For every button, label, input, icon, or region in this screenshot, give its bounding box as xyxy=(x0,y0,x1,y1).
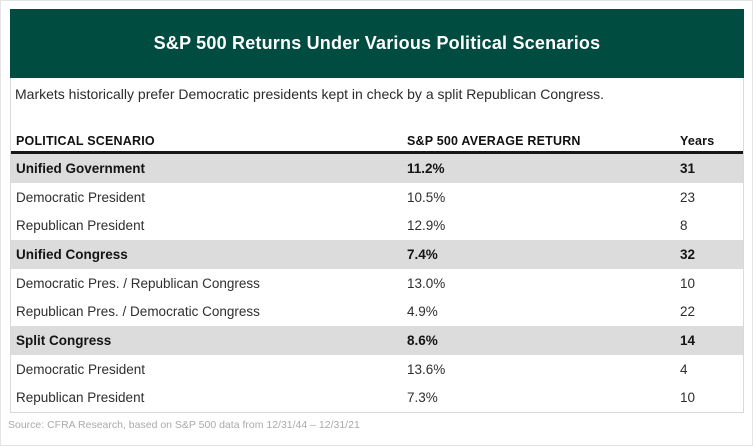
table-card: S&P 500 Returns Under Various Political … xyxy=(10,9,744,413)
figure-subtitle: Markets historically prefer Democratic p… xyxy=(15,86,605,102)
scenario-cell: Republican President xyxy=(16,218,145,234)
table-header-row: POLITICAL SCENARIO S&P 500 AVERAGE RETUR… xyxy=(11,131,743,151)
scenario-cell: Unified Congress xyxy=(16,246,128,262)
scenario-cell: Split Congress xyxy=(16,332,112,348)
return-cell: 7.3% xyxy=(407,390,438,406)
table-row: Republican President 7.3% 10 xyxy=(11,383,743,412)
figure-title: S&P 500 Returns Under Various Political … xyxy=(153,33,601,53)
return-cell: 12.9% xyxy=(407,218,446,234)
table-row: Democratic President 10.5% 23 xyxy=(11,183,743,212)
scenario-cell: Republican President xyxy=(16,390,145,406)
return-cell: 11.2% xyxy=(407,160,445,176)
figure-header: S&P 500 Returns Under Various Political … xyxy=(10,9,744,78)
scenario-cell: Democratic President xyxy=(16,361,146,377)
years-cell: 4 xyxy=(680,361,688,377)
scenario-cell: Unified Government xyxy=(16,160,146,176)
return-cell: 10.5% xyxy=(407,189,446,205)
column-header-return: S&P 500 AVERAGE RETURN xyxy=(407,134,581,148)
years-cell: 8 xyxy=(680,218,688,234)
table-body: Unified Government 11.2% 31 Democratic P… xyxy=(11,154,743,412)
years-cell: 22 xyxy=(680,304,696,320)
table-row: Democratic Pres. / Republican Congress 1… xyxy=(11,269,743,298)
table-row: Unified Government 11.2% 31 xyxy=(11,154,743,183)
years-cell: 14 xyxy=(680,332,696,348)
column-header-years: Years xyxy=(680,134,715,148)
scenario-cell: Republican Pres. / Democratic Congress xyxy=(16,304,260,320)
years-cell: 10 xyxy=(680,275,696,291)
table-row: Republican President 12.9% 8 xyxy=(11,211,743,240)
scenario-cell: Democratic President xyxy=(16,189,146,205)
return-cell: 8.6% xyxy=(407,332,438,348)
years-cell: 10 xyxy=(680,390,696,406)
table-row: Unified Congress 7.4% 32 xyxy=(11,240,743,269)
header-rule xyxy=(11,151,743,154)
source-note: Source: CFRA Research, based on S&P 500 … xyxy=(8,419,360,431)
scenario-cell: Democratic Pres. / Republican Congress xyxy=(16,275,260,291)
table-row: Republican Pres. / Democratic Congress 4… xyxy=(11,297,743,326)
table-row: Split Congress 8.6% 14 xyxy=(11,326,743,355)
return-cell: 7.4% xyxy=(407,246,438,262)
table-row: Democratic President 13.6% 4 xyxy=(11,355,743,384)
return-cell: 4.9% xyxy=(407,304,438,320)
return-cell: 13.0% xyxy=(407,275,446,291)
years-cell: 31 xyxy=(680,160,696,176)
return-cell: 13.6% xyxy=(407,361,446,377)
years-cell: 23 xyxy=(680,189,696,205)
years-cell: 32 xyxy=(680,246,696,262)
column-header-scenario: POLITICAL SCENARIO xyxy=(16,134,155,148)
